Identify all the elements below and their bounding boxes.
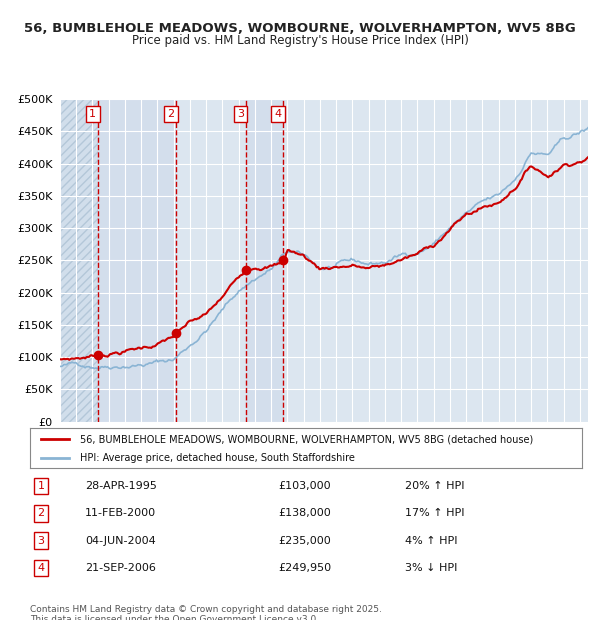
- Bar: [245, 99, 283, 422]
- Text: 4% ↑ HPI: 4% ↑ HPI: [406, 536, 458, 546]
- Text: £235,000: £235,000: [278, 536, 331, 546]
- Text: 1: 1: [89, 109, 97, 119]
- Text: 56, BUMBLEHOLE MEADOWS, WOMBOURNE, WOLVERHAMPTON, WV5 8BG: 56, BUMBLEHOLE MEADOWS, WOMBOURNE, WOLVE…: [24, 22, 576, 35]
- Text: 3: 3: [237, 109, 244, 119]
- Text: 1: 1: [38, 481, 44, 491]
- Text: 2: 2: [167, 109, 175, 119]
- Text: 3: 3: [38, 536, 44, 546]
- Text: £103,000: £103,000: [278, 481, 331, 491]
- Text: 56, BUMBLEHOLE MEADOWS, WOMBOURNE, WOLVERHAMPTON, WV5 8BG (detached house): 56, BUMBLEHOLE MEADOWS, WOMBOURNE, WOLVE…: [80, 434, 533, 444]
- Text: £138,000: £138,000: [278, 508, 331, 518]
- Text: 21-SEP-2006: 21-SEP-2006: [85, 563, 156, 573]
- Text: 2: 2: [37, 508, 44, 518]
- Bar: [98, 99, 176, 422]
- Text: 4: 4: [37, 563, 44, 573]
- Text: HPI: Average price, detached house, South Staffordshire: HPI: Average price, detached house, Sout…: [80, 453, 355, 463]
- Text: Price paid vs. HM Land Registry's House Price Index (HPI): Price paid vs. HM Land Registry's House …: [131, 34, 469, 47]
- Text: 04-JUN-2004: 04-JUN-2004: [85, 536, 156, 546]
- Text: 3% ↓ HPI: 3% ↓ HPI: [406, 563, 458, 573]
- Text: 4: 4: [274, 109, 281, 119]
- Text: 28-APR-1995: 28-APR-1995: [85, 481, 157, 491]
- Text: 20% ↑ HPI: 20% ↑ HPI: [406, 481, 465, 491]
- Bar: [60, 99, 98, 422]
- Text: £249,950: £249,950: [278, 563, 332, 573]
- Text: 11-FEB-2000: 11-FEB-2000: [85, 508, 157, 518]
- Bar: [60, 99, 98, 422]
- Text: 17% ↑ HPI: 17% ↑ HPI: [406, 508, 465, 518]
- Text: Contains HM Land Registry data © Crown copyright and database right 2025.
This d: Contains HM Land Registry data © Crown c…: [30, 604, 382, 620]
